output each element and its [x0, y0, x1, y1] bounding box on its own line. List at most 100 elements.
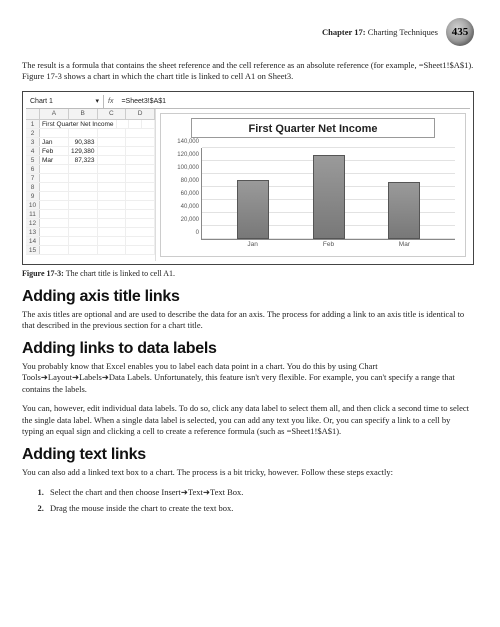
intro-paragraph: The result is a formula that contains th… — [22, 60, 474, 83]
figure-caption: Figure 17-3: The chart title is linked t… — [22, 269, 474, 278]
cell — [126, 174, 155, 182]
cell — [98, 183, 127, 191]
section-heading-axis-links: Adding axis title links — [22, 288, 474, 306]
cell — [126, 237, 155, 245]
cell: Jan — [40, 138, 69, 146]
col-header: D — [126, 109, 155, 119]
y-axis-label: 20,000 — [181, 217, 202, 223]
cell — [126, 219, 155, 227]
cell — [126, 192, 155, 200]
bar — [313, 155, 345, 239]
caption-label: Figure 17-3: — [22, 269, 64, 278]
cell — [98, 174, 127, 182]
row-header: 4 — [26, 147, 40, 155]
bar — [237, 180, 269, 239]
chapter-title: Charting Techniques — [366, 27, 438, 37]
page-header: Chapter 17: Charting Techniques 435 — [22, 18, 474, 46]
cell — [69, 219, 98, 227]
col-header: C — [98, 109, 127, 119]
figure-17-3: Chart 1 ▾ fx =Sheet3!$A$1 A B C D 1First… — [22, 91, 474, 265]
name-box-value: Chart 1 — [30, 98, 53, 105]
row-header: 8 — [26, 183, 40, 191]
cell — [126, 147, 155, 155]
cell — [40, 237, 69, 245]
cell: First Quarter Net Income — [40, 120, 117, 128]
section-p: You can, however, edit individual data l… — [22, 403, 474, 437]
cell — [98, 138, 127, 146]
table-row: 2 — [26, 129, 155, 138]
table-row: 13 — [26, 228, 155, 237]
cell — [69, 192, 98, 200]
table-row: 4Feb129,380 — [26, 147, 155, 156]
cell — [126, 138, 155, 146]
cell — [69, 201, 98, 209]
cell — [98, 237, 127, 245]
table-row: 1First Quarter Net Income — [26, 120, 155, 129]
name-box: Chart 1 ▾ — [26, 95, 104, 108]
cell — [40, 246, 69, 254]
cell — [98, 156, 127, 164]
steps-list: Select the chart and then choose Insert➜… — [46, 486, 474, 515]
x-axis-label: Feb — [323, 239, 334, 248]
cell — [98, 210, 127, 218]
cell — [126, 156, 155, 164]
y-axis-label: 80,000 — [181, 178, 202, 184]
sheet-area: A B C D 1First Quarter Net Income23Jan90… — [26, 109, 470, 261]
row-header: 12 — [26, 219, 40, 227]
cell — [40, 201, 69, 209]
y-axis-label: 100,000 — [177, 165, 202, 171]
y-axis-label: 120,000 — [177, 152, 202, 158]
row-header: 11 — [26, 210, 40, 218]
col-header: A — [40, 109, 69, 119]
cell — [69, 246, 98, 254]
cell — [98, 219, 127, 227]
cell — [40, 183, 69, 191]
cell — [126, 246, 155, 254]
column-headers: A B C D — [26, 109, 155, 120]
y-axis-label: 40,000 — [181, 204, 202, 210]
table-row: 8 — [26, 183, 155, 192]
cell — [98, 147, 127, 155]
cell: Feb — [40, 147, 69, 155]
cell — [40, 228, 69, 236]
cell — [69, 210, 98, 218]
cell — [126, 165, 155, 173]
cell — [40, 174, 69, 182]
table-row: 15 — [26, 246, 155, 255]
cell — [40, 192, 69, 200]
fx-icon: fx — [104, 98, 117, 105]
table-row: 6 — [26, 165, 155, 174]
cell: Mar — [40, 156, 69, 164]
embedded-chart: First Quarter Net Income 020,00040,00060… — [160, 113, 466, 257]
gridline — [202, 147, 455, 148]
cell — [129, 120, 142, 128]
y-axis-label: 140,000 — [177, 139, 202, 145]
table-row: 7 — [26, 174, 155, 183]
cell — [40, 210, 69, 218]
table-row: 12 — [26, 219, 155, 228]
step-item: Select the chart and then choose Insert➜… — [46, 486, 474, 499]
page-number-badge: 435 — [446, 18, 474, 46]
table-row: 5Mar87,323 — [26, 156, 155, 165]
cell — [126, 129, 155, 137]
dropdown-icon: ▾ — [95, 97, 99, 105]
section-heading-text-links: Adding text links — [22, 446, 474, 464]
chart-title: First Quarter Net Income — [191, 118, 435, 138]
cell — [40, 129, 69, 137]
cell — [40, 219, 69, 227]
row-header: 13 — [26, 228, 40, 236]
cell — [98, 192, 127, 200]
row-header: 6 — [26, 165, 40, 173]
cell — [69, 237, 98, 245]
cell — [126, 210, 155, 218]
x-axis-label: Jan — [247, 239, 257, 248]
row-header: 7 — [26, 174, 40, 182]
table-row: 9 — [26, 192, 155, 201]
formula-bar: Chart 1 ▾ fx =Sheet3!$A$1 — [26, 95, 470, 109]
select-all-corner — [26, 109, 40, 119]
cell — [98, 201, 127, 209]
cell — [69, 183, 98, 191]
cell: 129,380 — [69, 147, 98, 155]
cell — [69, 228, 98, 236]
cell — [69, 165, 98, 173]
